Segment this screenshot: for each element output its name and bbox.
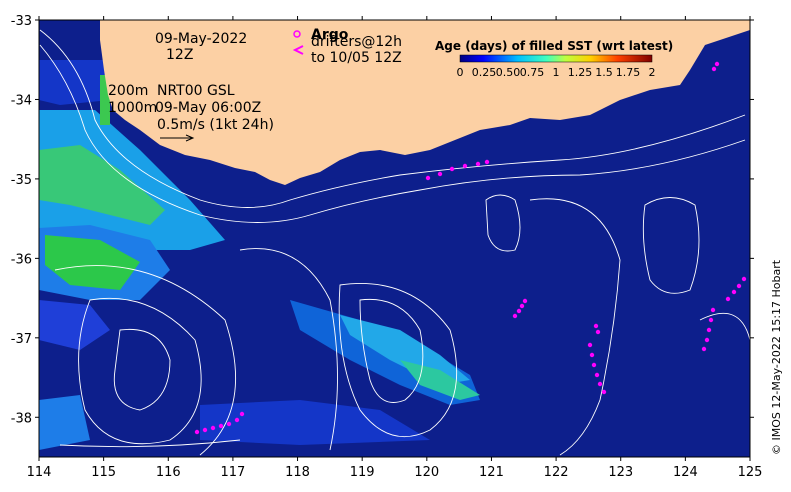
drifter-point (437, 171, 443, 177)
colorbar-tick-label: 0.25 (472, 66, 497, 79)
drifter-point (449, 166, 455, 172)
drifter-point (239, 411, 245, 417)
product-label: NRT00 GSL (157, 83, 235, 99)
drifter-point (210, 425, 216, 431)
drifter-point (591, 362, 597, 368)
drifter-point (516, 308, 522, 314)
x-tick-label: 125 (738, 465, 763, 480)
drifter-point (710, 307, 716, 313)
drifter-point (234, 417, 240, 423)
drifter-point (711, 66, 717, 72)
argo-label: Argo (311, 27, 349, 43)
x-axis: 114 115 116 117 118 119 120 121 122 123 124 125 (27, 16, 763, 480)
drifter-point (736, 283, 742, 289)
drifter-point (725, 296, 731, 302)
colorbar-tick-label: 1.75 (616, 66, 641, 79)
drifter-point (589, 352, 595, 358)
scale-arrow-label: 0.5m/s (1kt 24h) (157, 117, 274, 133)
drifter-point (194, 429, 200, 435)
y-tick-label: -37 (11, 332, 32, 347)
colorbar-tick-label: 1.25 (568, 66, 593, 79)
x-tick-label: 118 (285, 465, 310, 480)
y-tick-label: -38 (11, 411, 32, 426)
drifters-label-line2: to 10/05 12Z (311, 50, 402, 66)
y-axis: -33 -34 -35 -36 -37 -38 (11, 14, 754, 426)
drifter-point (714, 61, 720, 67)
colorbar-tick-label: 0.50 (496, 66, 521, 79)
drifter-point (519, 303, 525, 309)
drifter-point (706, 327, 712, 333)
drifter-point (741, 276, 747, 282)
drifter-point (462, 163, 468, 169)
drifter-point (701, 346, 707, 352)
drifter-point (594, 372, 600, 378)
drifter-point (218, 423, 224, 429)
x-tick-label: 119 (350, 465, 375, 480)
x-tick-label: 116 (156, 465, 181, 480)
drifter-point (484, 159, 490, 165)
sst-patches (39, 60, 480, 450)
x-tick-label: 114 (27, 465, 52, 480)
y-tick-label: -35 (11, 173, 32, 188)
colorbar-tick-label: 1 (553, 66, 560, 79)
x-tick-label: 122 (544, 465, 569, 480)
drifter-point (704, 337, 710, 343)
drifter-point (226, 421, 232, 427)
contour-lines (39, 29, 750, 456)
colorbar-tick-label: 2 (649, 66, 656, 79)
y-tick-label: -36 (11, 252, 32, 267)
x-tick-label: 115 (91, 465, 116, 480)
y-tick-label: -34 (11, 93, 32, 108)
colorbar-tick-label: 0 (457, 66, 464, 79)
drifter-point (587, 342, 593, 348)
drifter-point (708, 317, 714, 323)
colorbar-tick-label: 1.5 (595, 66, 613, 79)
drifter-point (202, 427, 208, 433)
scale-arrow-icon (160, 134, 195, 142)
drifter-point (597, 381, 603, 387)
date-label: 09-May-2022 (155, 31, 247, 47)
drifter-point (512, 313, 518, 319)
drifter-tracks (194, 61, 747, 435)
drifters-label-line1: drifters@12h (311, 34, 402, 50)
map-plot-area (39, 20, 750, 457)
x-tick-label: 117 (220, 465, 245, 480)
drifter-marker-icon (292, 45, 304, 55)
map-annotations: 09-May-2022 12Z 200m 1000m NRT00 GSL 09-… (108, 27, 402, 142)
x-tick-label: 120 (414, 465, 439, 480)
colorbar-ticks: 0 0.25 0.50 0.75 1 1.25 1.5 1.75 2 (457, 66, 656, 79)
time-label: 12Z (166, 47, 193, 63)
colorbar-gradient (459, 54, 653, 63)
drifter-point (593, 323, 599, 329)
drifter-point (522, 298, 528, 304)
colorbar-tick-label: 0.75 (520, 66, 545, 79)
contour-1000-label: 1000m (108, 100, 157, 116)
x-tick-label: 124 (673, 465, 698, 480)
drifter-point (595, 329, 601, 335)
drifter-point (601, 389, 607, 395)
y-tick-label: -33 (11, 14, 32, 29)
x-tick-label: 121 (479, 465, 504, 480)
contour-200-label: 200m (108, 83, 148, 99)
product-time-label: 09-May 06:00Z (155, 100, 261, 116)
plot-frame (38, 19, 751, 458)
drifter-point (475, 161, 481, 167)
argo-marker-icon (293, 30, 301, 38)
drifter-point (425, 175, 431, 181)
x-tick-label: 123 (608, 465, 633, 480)
credit-label: © IMOS 12-May-2022 15:17 Hobart (770, 259, 783, 455)
drifter-point (731, 289, 737, 295)
colorbar-title: Age (days) of filled SST (wrt latest) (435, 39, 673, 53)
